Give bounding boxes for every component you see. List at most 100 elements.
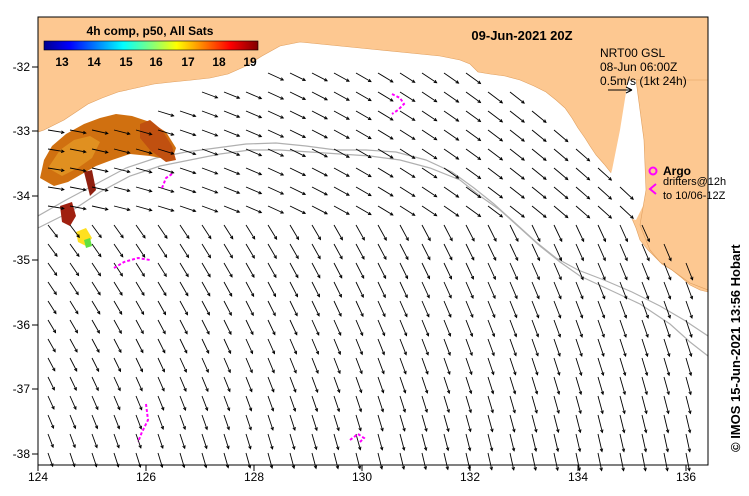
velocity-arrowhead (471, 256, 475, 261)
velocity-arrowhead (389, 79, 394, 83)
velocity-arrowhead (586, 195, 591, 200)
velocity-arrow (157, 129, 174, 136)
velocity-arrow (641, 338, 648, 357)
velocity-arrow (553, 186, 569, 199)
velocity-arrow (619, 338, 627, 357)
velocity-arrowhead (204, 426, 208, 431)
velocity-arrow (553, 452, 559, 471)
velocity-arrowhead (455, 175, 460, 179)
velocity-arrowhead (183, 388, 187, 392)
velocity-arrow (597, 319, 605, 338)
velocity-arrow (113, 433, 120, 448)
velocity-arrowhead (291, 465, 296, 470)
velocity-arrow (641, 262, 650, 280)
velocity-arrow (201, 186, 218, 194)
velocity-arrow (223, 186, 240, 194)
velocity-arrow (245, 186, 262, 195)
velocity-arrowhead (533, 447, 538, 452)
velocity-arrowhead (140, 349, 144, 354)
velocity-arrowhead (411, 212, 416, 216)
velocity-arrowhead (411, 155, 416, 159)
velocity-arrow (333, 224, 343, 240)
velocity-arrow (663, 433, 669, 452)
velocity-arrow (377, 414, 384, 431)
velocity-arrowhead (73, 368, 78, 372)
velocity-arrow (113, 262, 123, 277)
velocity-arrowhead (204, 407, 209, 412)
velocity-arrow (509, 433, 515, 451)
velocity-arrowhead (117, 387, 121, 392)
velocity-arrowhead (559, 238, 563, 243)
drifter-track (161, 173, 173, 189)
velocity-arrow (289, 110, 306, 119)
velocity-arrowhead (324, 192, 328, 196)
velocity-arrowhead (72, 444, 76, 449)
velocity-arrow (289, 186, 306, 195)
velocity-arrow (135, 300, 145, 315)
velocity-arrow (311, 376, 319, 393)
velocity-arrowhead (339, 236, 343, 241)
velocity-arrow (531, 262, 540, 280)
velocity-arrowhead (336, 446, 340, 451)
velocity-arrow (333, 243, 343, 260)
velocity-arrow (355, 338, 363, 355)
velocity-arrowhead (51, 386, 55, 391)
velocity-arrowhead (317, 255, 321, 260)
velocity-arrow (201, 167, 218, 175)
velocity-arrowhead (542, 157, 547, 161)
velocity-arrowhead (236, 133, 241, 137)
velocity-arrowhead (214, 133, 219, 137)
velocity-arrowhead (97, 253, 102, 258)
velocity-arrowhead (433, 155, 438, 160)
sst-colorbar (43, 40, 259, 51)
velocity-arrow (553, 376, 560, 395)
velocity-arrowhead (558, 257, 563, 262)
velocity-arrowhead (389, 117, 394, 121)
velocity-arrowhead (557, 333, 562, 338)
velocity-arrow (663, 357, 670, 376)
velocity-arrowhead (643, 467, 647, 472)
velocity-arrow (223, 319, 232, 335)
velocity-arrowhead (455, 213, 460, 217)
velocity-arrow (377, 300, 386, 317)
velocity-arrow (465, 148, 481, 160)
velocity-arrow (465, 205, 481, 217)
velocity-arrowhead (380, 408, 385, 413)
velocity-arrowhead (477, 213, 482, 218)
velocity-arrow (509, 205, 525, 218)
velocity-arrowhead (95, 387, 99, 392)
velocity-arrow (641, 224, 650, 242)
velocity-arrowhead (207, 254, 212, 259)
velocity-arrow (69, 414, 76, 429)
velocity-arrowhead (455, 137, 460, 141)
velocity-arrow (531, 281, 540, 299)
velocity-arrow (267, 186, 284, 195)
velocity-arrow (641, 243, 650, 261)
velocity-arrow (597, 376, 604, 395)
velocity-arrowhead (229, 235, 234, 240)
velocity-arrow (267, 110, 284, 119)
velocity-arrowhead (556, 429, 560, 434)
velocity-arrow (113, 167, 130, 173)
velocity-arrow (333, 414, 340, 431)
velocity-arrowhead (477, 175, 482, 180)
velocity-arrowhead (668, 257, 672, 262)
velocity-arrow (443, 186, 459, 198)
velocity-arrowhead (236, 171, 241, 175)
velocity-arrowhead (346, 135, 350, 139)
velocity-arrowhead (258, 209, 263, 214)
velocity-arrowhead (148, 151, 153, 155)
velocity-arrow (157, 338, 166, 353)
velocity-arrow (531, 110, 547, 123)
velocity-arrowhead (499, 118, 504, 123)
x-tick-label: 130 (352, 470, 372, 484)
velocity-arrow (663, 452, 668, 471)
velocity-arrow (531, 357, 538, 375)
drifter-track (137, 403, 150, 443)
velocity-arrowhead (558, 295, 562, 300)
velocity-arrow (113, 186, 130, 192)
velocity-arrowhead (490, 409, 494, 414)
velocity-arrowhead (95, 406, 99, 411)
velocity-arrow (135, 319, 144, 334)
velocity-arrow (509, 414, 515, 432)
